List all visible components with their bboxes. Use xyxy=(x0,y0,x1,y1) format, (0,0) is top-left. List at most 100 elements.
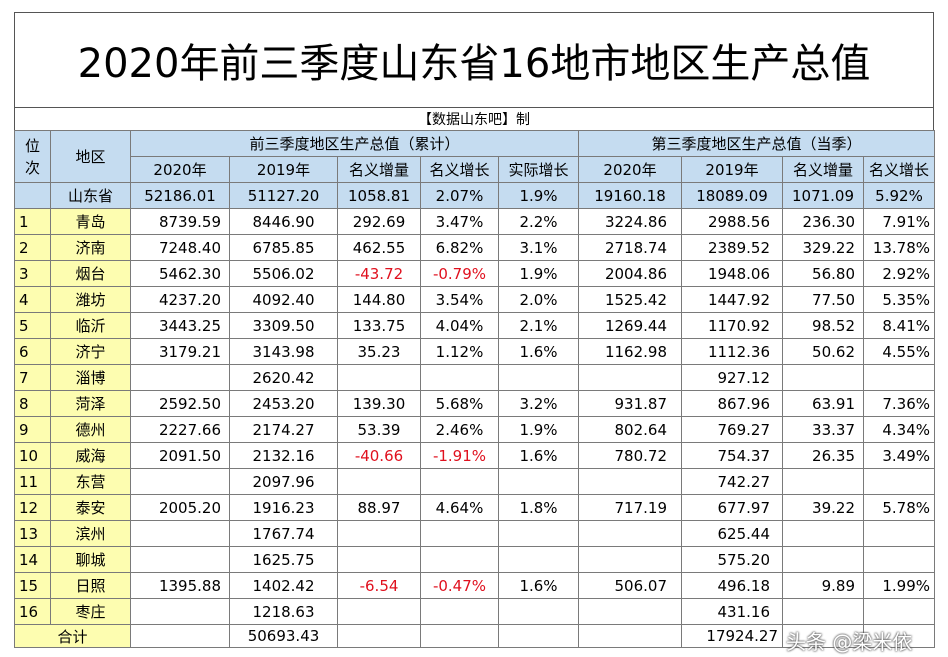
data-cell: 50.62 xyxy=(782,338,864,365)
data-cell: -43.72 xyxy=(337,260,421,287)
rank-cell: 2 xyxy=(14,234,51,261)
data-cell: 754.37 xyxy=(681,442,783,469)
data-cell: 8446.90 xyxy=(229,208,338,235)
table-row: 13 滨州 1767.74 625.44 xyxy=(14,520,936,547)
data-cell: 3.1% xyxy=(498,234,579,261)
table-row: 8 菏泽 2592.50 2453.20 139.30 5.68% 3.2% 931.87 86… xyxy=(14,390,936,417)
col-header: 2020年 xyxy=(578,156,682,183)
data-cell xyxy=(862,520,936,547)
data-cell: 7.36% xyxy=(862,390,936,417)
rank-cell: 12 xyxy=(14,494,51,521)
data-cell: 2.2% xyxy=(498,208,579,235)
table-row: 2 济南 7248.40 6785.85 462.55 6.82% 3.1% 2718.74 2… xyxy=(14,234,936,261)
source-bar: 【数据山东吧】制 xyxy=(14,107,934,130)
rank-cell: 14 xyxy=(14,546,51,573)
data-cell xyxy=(337,598,421,625)
total-cell: 17924.27 xyxy=(681,624,783,648)
data-cell: 139.30 xyxy=(337,390,421,417)
data-cell: 9.89 xyxy=(782,572,864,599)
rank-header: 位次 xyxy=(14,130,51,183)
region-name-cell: 青岛 xyxy=(50,208,131,235)
rank-cell: 7 xyxy=(14,364,51,391)
data-cell: 1170.92 xyxy=(681,312,783,339)
region-name-cell: 临沂 xyxy=(50,312,131,339)
data-cell xyxy=(498,546,579,573)
data-cell: 3.2% xyxy=(498,390,579,417)
province-cell: 52186.01 xyxy=(130,182,230,209)
data-cell: 677.97 xyxy=(681,494,783,521)
data-cell: 625.44 xyxy=(681,520,783,547)
data-cell: 575.20 xyxy=(681,546,783,573)
data-cell xyxy=(420,364,499,391)
data-cell: 4237.20 xyxy=(130,286,230,313)
data-cell xyxy=(130,546,230,573)
total-row: 合计 50693.43 17924.27 xyxy=(14,624,936,648)
rank-cell: 16 xyxy=(14,598,51,625)
data-cell: 3143.98 xyxy=(229,338,338,365)
data-cell: 1162.98 xyxy=(578,338,682,365)
region-name-cell: 菏泽 xyxy=(50,390,131,417)
total-cell xyxy=(420,624,499,648)
data-cell xyxy=(782,468,864,495)
data-cell: -6.54 xyxy=(337,572,421,599)
data-cell: 1269.44 xyxy=(578,312,682,339)
data-cell: 506.07 xyxy=(578,572,682,599)
rank-cell: 5 xyxy=(14,312,51,339)
data-cell xyxy=(498,598,579,625)
data-cell xyxy=(862,546,936,573)
data-cell: 3443.25 xyxy=(130,312,230,339)
region-name-cell: 济宁 xyxy=(50,338,131,365)
data-cell: 5506.02 xyxy=(229,260,338,287)
data-cell: 6.82% xyxy=(420,234,499,261)
data-cell: 26.35 xyxy=(782,442,864,469)
source-label: 【数据山东吧】制 xyxy=(418,112,530,128)
data-cell: 1218.63 xyxy=(229,598,338,625)
data-cell: 7.91% xyxy=(862,208,936,235)
data-cell xyxy=(420,520,499,547)
total-cell: 50693.43 xyxy=(229,624,338,648)
data-cell: 56.80 xyxy=(782,260,864,287)
data-cell: 2.46% xyxy=(420,416,499,443)
data-cell xyxy=(420,546,499,573)
data-cell: 1.8% xyxy=(498,494,579,521)
rank-cell: 4 xyxy=(14,286,51,313)
region-name-cell: 东营 xyxy=(50,468,131,495)
data-cell: 4.55% xyxy=(862,338,936,365)
cumulative-group-header: 前三季度地区生产总值（累计） xyxy=(130,130,579,157)
data-cell xyxy=(862,598,936,625)
data-cell xyxy=(578,598,682,625)
data-cell: 3224.86 xyxy=(578,208,682,235)
data-cell: 3309.50 xyxy=(229,312,338,339)
data-cell xyxy=(420,468,499,495)
province-name: 山东省 xyxy=(50,182,131,209)
province-cell: 5.92% xyxy=(862,182,936,209)
data-cell: 496.18 xyxy=(681,572,783,599)
data-cell: 742.27 xyxy=(681,468,783,495)
data-cell: 931.87 xyxy=(578,390,682,417)
total-cell xyxy=(782,624,864,648)
data-cell xyxy=(130,364,230,391)
data-cell: 5.68% xyxy=(420,390,499,417)
data-cell: 1447.92 xyxy=(681,286,783,313)
rank-cell: 1 xyxy=(14,208,51,235)
watermark-text: 头条 @梁米依 xyxy=(786,630,913,654)
region-name-cell: 威海 xyxy=(50,442,131,469)
table-row: 14 聊城 1625.75 575.20 xyxy=(14,546,936,573)
data-cell: 1395.88 xyxy=(130,572,230,599)
data-cell: -40.66 xyxy=(337,442,421,469)
data-cell: 1948.06 xyxy=(681,260,783,287)
province-cell: 1071.09 xyxy=(782,182,864,209)
data-cell: 33.37 xyxy=(782,416,864,443)
table-row: 10 威海 2091.50 2132.16 -40.66 -1.91% 1.6% 780.72… xyxy=(14,442,936,469)
province-cell: 19160.18 xyxy=(578,182,682,209)
data-cell: 88.97 xyxy=(337,494,421,521)
data-cell: 39.22 xyxy=(782,494,864,521)
data-cell: 5.78% xyxy=(862,494,936,521)
region-name-cell: 德州 xyxy=(50,416,131,443)
header-row-groups: 位次 地区 前三季度地区生产总值（累计） 第三季度地区生产总值（当季） xyxy=(14,130,936,183)
data-cell: 292.69 xyxy=(337,208,421,235)
data-cell xyxy=(782,546,864,573)
data-cell xyxy=(130,520,230,547)
data-cell: 1.6% xyxy=(498,338,579,365)
data-cell: -1.91% xyxy=(420,442,499,469)
